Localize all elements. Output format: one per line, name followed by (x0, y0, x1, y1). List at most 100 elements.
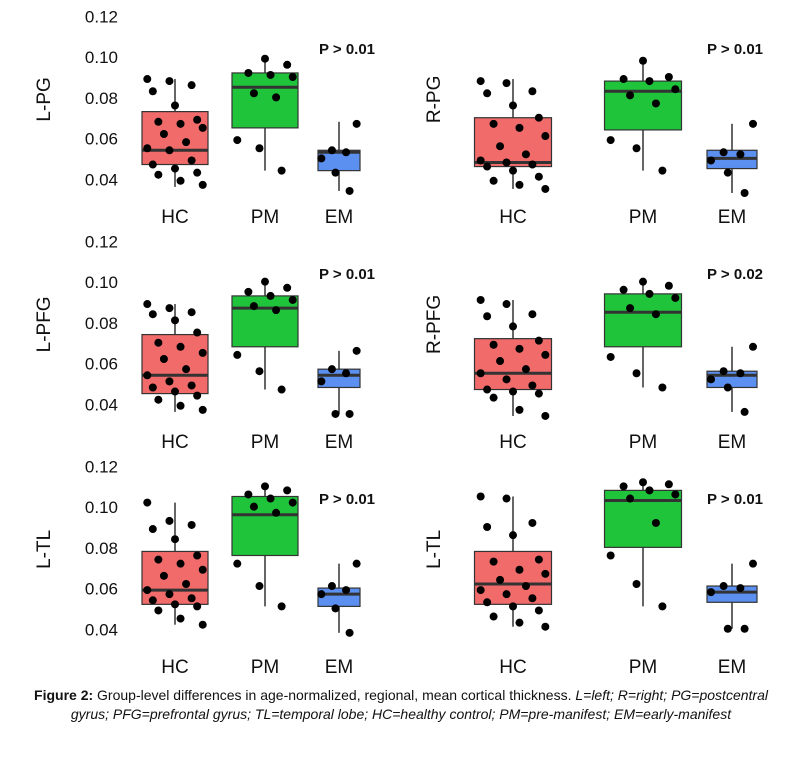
point (502, 158, 511, 167)
box (473, 117, 553, 168)
point (198, 123, 207, 132)
point (651, 99, 660, 108)
x-tick-label: EM (325, 432, 354, 453)
point (171, 164, 179, 173)
point (509, 322, 517, 331)
point (658, 383, 667, 392)
y-axis-label: L-TL (424, 530, 445, 569)
y-axis-label: L-TL (34, 530, 55, 569)
point (502, 300, 511, 309)
y-tick-label: 0.06 (85, 130, 118, 149)
point (159, 354, 168, 363)
point (707, 375, 715, 384)
point (277, 385, 286, 394)
point (327, 365, 336, 374)
point (261, 277, 269, 286)
point (528, 310, 537, 319)
point (148, 383, 157, 392)
point (496, 142, 505, 151)
point (476, 586, 485, 595)
point (249, 502, 258, 511)
y-axis-label: L-PG (34, 77, 55, 121)
point (515, 123, 524, 132)
point (489, 176, 498, 185)
point (272, 306, 281, 315)
point (148, 87, 157, 96)
point (283, 60, 292, 69)
point (632, 579, 641, 588)
point (521, 365, 530, 374)
x-tick-label: HC (161, 657, 188, 678)
point (154, 606, 163, 615)
point (352, 346, 361, 355)
point (233, 559, 242, 568)
point (521, 582, 530, 591)
point (165, 590, 174, 599)
point (749, 342, 757, 351)
annotation: P > 0.01 (319, 41, 375, 58)
point (345, 628, 354, 637)
box (317, 368, 361, 389)
point (233, 136, 242, 145)
point (317, 590, 326, 599)
point (483, 312, 492, 321)
point (749, 119, 757, 128)
x-tick-label: PM (251, 657, 280, 678)
point (502, 590, 511, 599)
point (171, 387, 179, 396)
y-axis-label: L-PFG (34, 296, 55, 352)
x-tick-label: EM (718, 207, 747, 228)
point (483, 162, 492, 171)
point (671, 85, 680, 94)
point (342, 369, 351, 378)
point (182, 579, 191, 588)
point (658, 166, 667, 175)
x-tick-label: HC (161, 432, 188, 453)
point (719, 148, 728, 157)
point (541, 132, 550, 141)
point (534, 113, 543, 122)
point (176, 342, 185, 351)
point (719, 582, 728, 591)
point (317, 154, 326, 163)
point (541, 184, 550, 193)
point (198, 180, 207, 189)
y-tick-label: 0.06 (85, 580, 118, 599)
point (331, 168, 340, 177)
annotation: P > 0.01 (319, 491, 375, 508)
point (515, 405, 524, 414)
point (521, 150, 530, 159)
box (603, 293, 683, 348)
point (317, 377, 326, 386)
point (489, 612, 498, 621)
point (476, 369, 485, 378)
box (603, 489, 683, 548)
point (176, 559, 185, 568)
point (187, 594, 196, 603)
box (603, 80, 683, 131)
point (331, 604, 340, 613)
point (606, 352, 615, 361)
point (233, 350, 242, 359)
x-tick-label: EM (325, 657, 354, 678)
point (528, 160, 537, 169)
caption: Figure 2: Group-level differences in age… (14, 686, 788, 724)
annotation: P > 0.01 (707, 41, 763, 58)
point (193, 115, 202, 124)
point (154, 117, 163, 126)
point (736, 150, 745, 159)
point (154, 170, 163, 179)
y-axis-label: R-PFG (424, 295, 445, 354)
point (249, 89, 258, 98)
point (255, 144, 264, 153)
y-tick-label: 0.10 (85, 498, 118, 517)
point (283, 486, 292, 495)
point (740, 189, 749, 198)
x-tick-label: HC (499, 657, 526, 678)
box (231, 72, 299, 129)
point (266, 70, 275, 79)
point (749, 559, 757, 568)
y-tick-label: 0.12 (85, 232, 118, 251)
y-tick-label: 0.10 (85, 48, 118, 67)
